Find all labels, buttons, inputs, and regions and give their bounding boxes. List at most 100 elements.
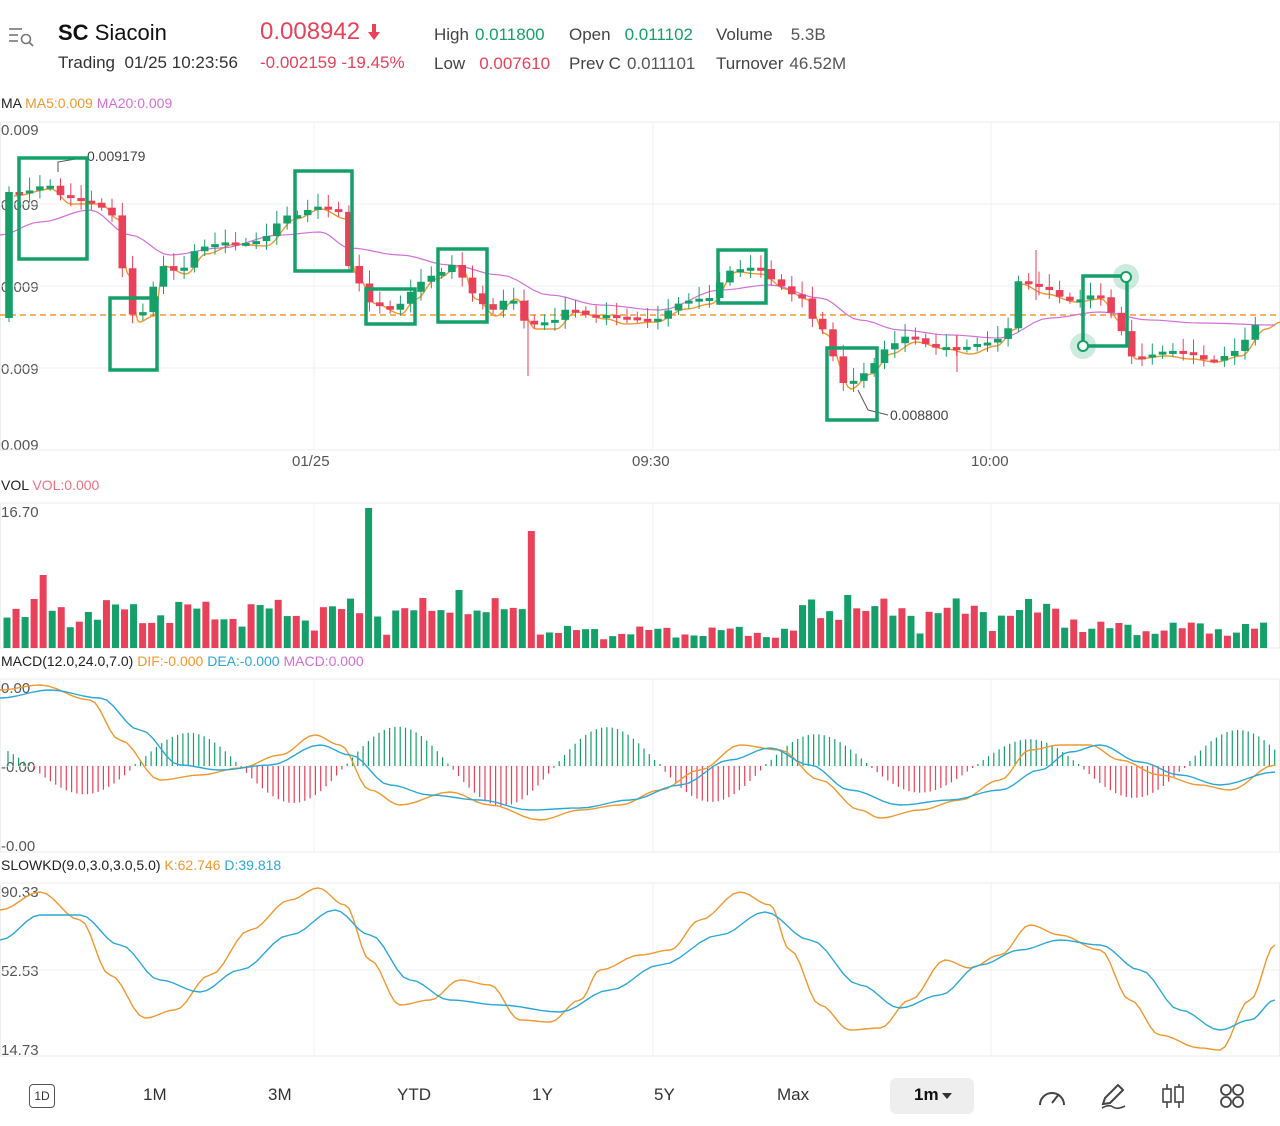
- period-1m-button[interactable]: 1M: [143, 1085, 167, 1104]
- draw-pencil-icon[interactable]: [1099, 1082, 1127, 1110]
- candle-type-icon[interactable]: [1160, 1082, 1186, 1110]
- macd-y-tick-3: -0.00: [1, 838, 36, 855]
- candle-body-118: [1220, 355, 1229, 361]
- volume-bar-40: [365, 508, 373, 648]
- volume-bar-22: [202, 601, 210, 648]
- trading-status: Trading 01/25 10:23:56: [58, 53, 238, 73]
- period-5y-button[interactable]: 5Y: [654, 1085, 675, 1104]
- candle-body-59: [612, 315, 621, 319]
- period-1y-button[interactable]: 1Y: [532, 1085, 553, 1104]
- volume-bar-55: [500, 609, 508, 648]
- symbol-title: SC Siacoin: [58, 20, 167, 46]
- volume-bar-60: [545, 632, 553, 648]
- volume-bar-69: [627, 634, 635, 648]
- volume-bar-127: [1151, 633, 1159, 648]
- volume-bar-104: [943, 607, 951, 648]
- candle-body-89: [921, 338, 930, 344]
- volume-bar-116: [1052, 608, 1060, 648]
- vol-value-legend: VOL:0.000: [32, 477, 100, 493]
- period-max-button[interactable]: Max: [777, 1085, 810, 1104]
- volume-bar-18: [166, 622, 174, 648]
- kd-y-tick-2: 52.53: [1, 963, 39, 980]
- candle-body-17: [180, 267, 188, 271]
- candle-body-113: [1169, 350, 1177, 354]
- candle-body-86: [891, 343, 899, 350]
- candle-body-68: [705, 297, 714, 301]
- volume-bar-128: [1160, 630, 1168, 648]
- candle-body-114: [1179, 350, 1187, 354]
- layout-grid-icon[interactable]: [1218, 1082, 1246, 1110]
- volume-bar-58: [527, 531, 535, 648]
- candle-body-72: [746, 267, 755, 271]
- volume-bar-120: [1088, 628, 1096, 648]
- candle-body-99: [1024, 281, 1033, 285]
- volume-bar-16: [148, 622, 156, 648]
- candle-body-56: [582, 310, 590, 315]
- candle-body-52: [540, 322, 549, 326]
- dif-legend: DIF:-0.000: [137, 653, 204, 669]
- symbol-name: Siacoin: [94, 20, 167, 45]
- stat-high-value: 0.011800: [474, 25, 545, 44]
- candle-body-108: [1117, 312, 1126, 332]
- candle-body-103: [1066, 296, 1074, 301]
- candle-body-30: [314, 206, 322, 210]
- volume-bar-13: [121, 609, 129, 648]
- candle-body-29: [303, 209, 312, 216]
- volume-bar-111: [1006, 615, 1014, 648]
- ma20-legend: MA20:0.009: [96, 95, 173, 111]
- candle-body-80: [829, 329, 837, 357]
- x-tick-0125: 01/25: [292, 453, 330, 470]
- change-percent: -19.45%: [341, 53, 405, 72]
- last-price-value: 0.008942: [260, 18, 361, 45]
- volume-bar-62: [563, 625, 571, 648]
- pattern-box-3: [364, 287, 417, 326]
- candle-body-25: [262, 236, 271, 242]
- volume-bar-71: [645, 629, 653, 648]
- volume-bar-56: [509, 607, 517, 648]
- interval-value: 1m: [914, 1085, 939, 1104]
- candle-body-46: [479, 293, 487, 305]
- volume-bar-92: [835, 619, 843, 648]
- volume-bar-12: [111, 604, 119, 648]
- volume-bar-73: [663, 627, 671, 648]
- candle-body-71: [736, 269, 745, 273]
- candle-body-77: [798, 294, 806, 299]
- volume-bar-117: [1061, 627, 1069, 648]
- pattern-box-5: [716, 248, 768, 305]
- low-leader-line: [857, 389, 889, 416]
- kd-legend: SLOWKD(9.0,3.0,3.0,5.0) K:62.746 D:39.81…: [1, 857, 281, 873]
- candle-body-97: [1004, 328, 1012, 339]
- candle-body-76: [788, 286, 796, 295]
- kd-y-tick-3: 14.73: [1, 1042, 39, 1059]
- period-3m-button[interactable]: 3M: [268, 1085, 292, 1104]
- candle-body-34: [355, 265, 363, 284]
- stat-high: High 0.011800: [434, 25, 545, 45]
- ma5-legend: MA5:0.009: [25, 95, 93, 111]
- volume-bar-17: [157, 615, 165, 648]
- volume-bar-42: [383, 634, 391, 648]
- volume-bar-80: [726, 628, 734, 648]
- volume-bar-57: [518, 609, 526, 648]
- volume-bar-63: [573, 630, 581, 648]
- volume-bar-90: [817, 618, 825, 648]
- candle-body-35: [365, 283, 374, 303]
- volume-bar-81: [735, 626, 743, 648]
- volume-bar-3: [30, 599, 38, 648]
- volume-bar-25: [229, 618, 237, 648]
- period-ytd-button[interactable]: YTD: [397, 1085, 431, 1104]
- chart-canvas[interactable]: [0, 0, 1280, 1070]
- volume-bar-37: [337, 609, 345, 648]
- interval-select[interactable]: 1m: [890, 1078, 974, 1114]
- speedometer-icon[interactable]: [1037, 1083, 1067, 1109]
- volume-bar-45: [410, 610, 418, 648]
- stat-turnover-label: Turnover: [716, 54, 784, 73]
- volume-bar-11: [102, 600, 110, 648]
- volume-bar-114: [1034, 612, 1042, 648]
- day-toggle-icon[interactable]: 1D: [29, 1084, 55, 1108]
- macd-value-legend: MACD:0.000: [283, 653, 364, 669]
- candle-body-81: [839, 356, 848, 383]
- candle-body-93: [963, 346, 971, 350]
- list-menu-icon[interactable]: [8, 26, 34, 48]
- stat-high-label: High: [434, 25, 469, 44]
- candle-body-94: [973, 343, 981, 347]
